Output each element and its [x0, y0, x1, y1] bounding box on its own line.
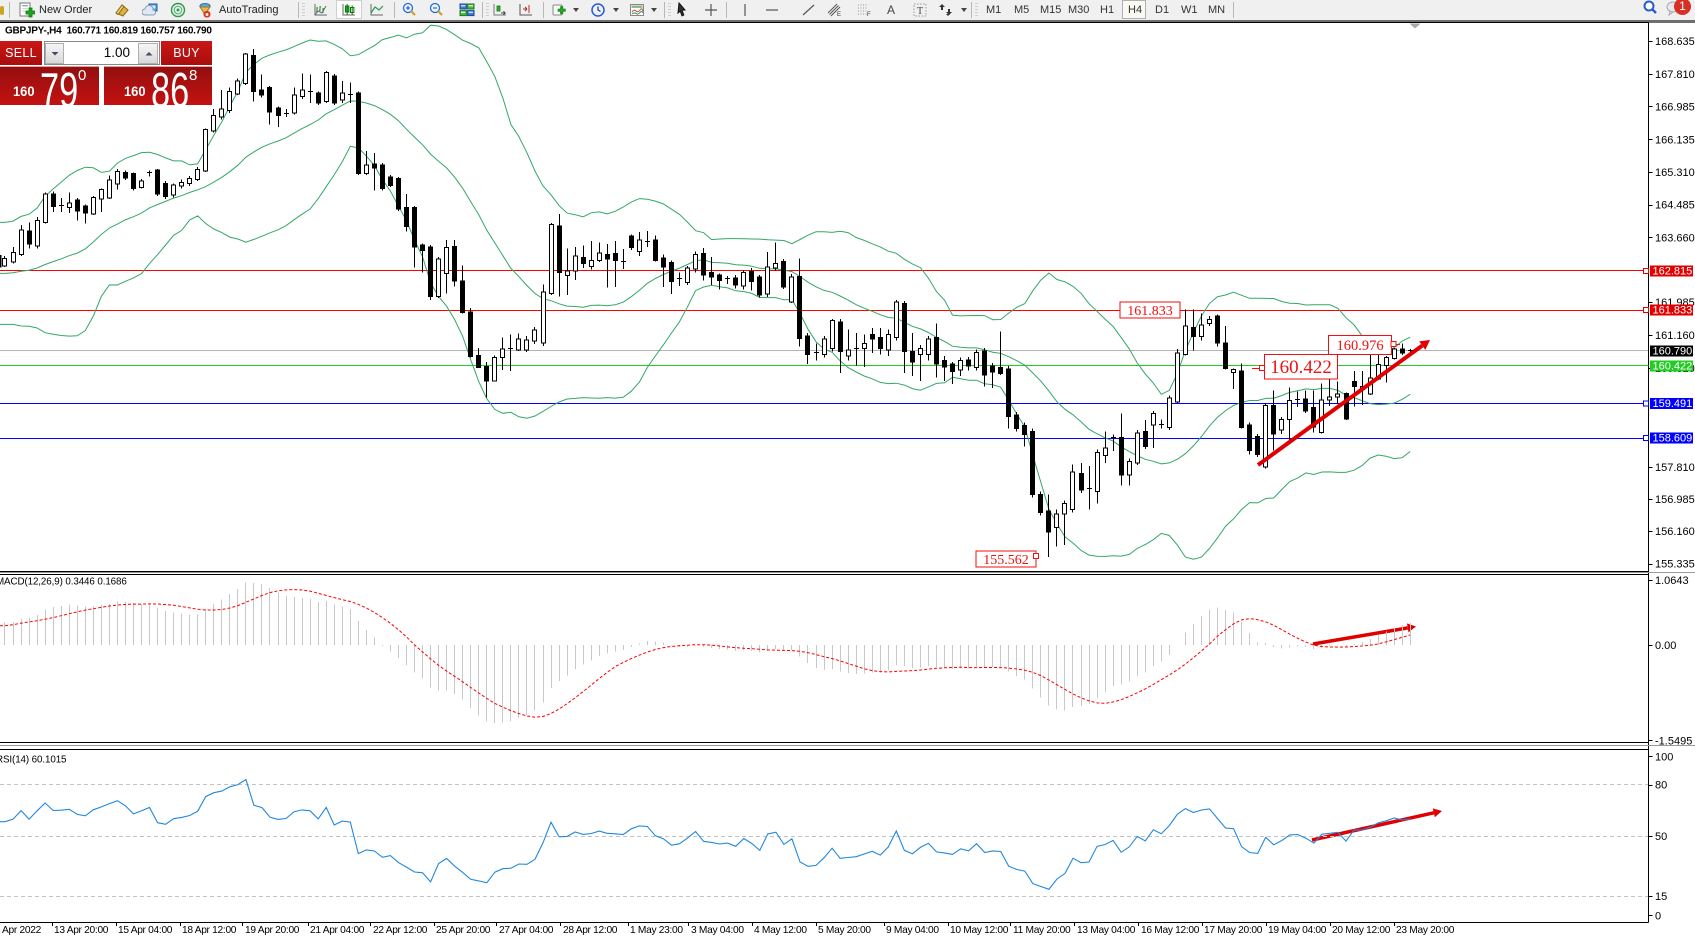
svg-text:19 Apr 20:00: 19 Apr 20:00: [245, 925, 300, 936]
svg-text:13 May 04:00: 13 May 04:00: [1077, 925, 1136, 936]
svg-text:T: T: [917, 6, 923, 17]
svg-text:1 May 23:00: 1 May 23:00: [630, 925, 683, 936]
svg-text:158.609: 158.609: [1653, 433, 1693, 445]
svg-text:100: 100: [1655, 751, 1673, 763]
svg-text:18 Apr 12:00: 18 Apr 12:00: [182, 925, 237, 936]
svg-text:159.491: 159.491: [1653, 398, 1693, 410]
svg-text:155.335: 155.335: [1655, 559, 1695, 571]
svg-text:16 May 12:00: 16 May 12:00: [1141, 925, 1200, 936]
svg-text:22 Apr 12:00: 22 Apr 12:00: [373, 925, 428, 936]
svg-text:157.810: 157.810: [1655, 462, 1695, 474]
svg-text:17 May 20:00: 17 May 20:00: [1204, 925, 1263, 936]
svg-text:A: A: [887, 3, 895, 17]
svg-text:161.160: 161.160: [1655, 330, 1695, 342]
svg-text:163.660: 163.660: [1655, 232, 1695, 244]
svg-text:MACD(12,26,9) 0.3446 0.1686: MACD(12,26,9) 0.3446 0.1686: [0, 577, 127, 588]
svg-text:5 May 20:00: 5 May 20:00: [818, 925, 871, 936]
svg-text:Apr 2022: Apr 2022: [2, 925, 42, 936]
svg-text:E: E: [837, 12, 841, 18]
svg-text:156.160: 156.160: [1655, 526, 1695, 538]
svg-text:4 May 12:00: 4 May 12:00: [754, 925, 807, 936]
svg-text:168.635: 168.635: [1655, 36, 1695, 48]
svg-text:21 Apr 04:00: 21 Apr 04:00: [310, 925, 365, 936]
svg-text:166.135: 166.135: [1655, 134, 1695, 146]
svg-text:20 May 12:00: 20 May 12:00: [1332, 925, 1391, 936]
svg-text:162.815: 162.815: [1653, 266, 1693, 278]
svg-text:1.0643: 1.0643: [1655, 575, 1689, 587]
svg-text:25 Apr 20:00: 25 Apr 20:00: [436, 925, 491, 936]
svg-text:0.00: 0.00: [1655, 640, 1676, 652]
svg-text:-1.5495: -1.5495: [1655, 736, 1692, 748]
svg-text:3 May 04:00: 3 May 04:00: [691, 925, 744, 936]
svg-text:155.562: 155.562: [983, 553, 1029, 568]
svg-text:0: 0: [1655, 911, 1661, 923]
svg-text:164.485: 164.485: [1655, 200, 1695, 212]
svg-text:161.833: 161.833: [1127, 304, 1173, 319]
svg-text:50: 50: [1655, 831, 1667, 843]
svg-text:161.833: 161.833: [1653, 305, 1693, 317]
svg-text:160.790: 160.790: [1653, 346, 1693, 358]
svg-text:80: 80: [1655, 780, 1667, 792]
svg-text:160.422: 160.422: [1270, 357, 1332, 378]
svg-text:15: 15: [1655, 891, 1667, 903]
svg-text:23 May 20:00: 23 May 20:00: [1396, 925, 1455, 936]
svg-text:160.976: 160.976: [1336, 338, 1383, 354]
svg-text:167.810: 167.810: [1655, 69, 1695, 81]
svg-text:15 Apr 04:00: 15 Apr 04:00: [118, 925, 173, 936]
svg-text:RSI(14) 60.1015: RSI(14) 60.1015: [0, 755, 67, 766]
svg-text:27 Apr 04:00: 27 Apr 04:00: [499, 925, 554, 936]
svg-text:10 May 12:00: 10 May 12:00: [950, 925, 1009, 936]
svg-text:160.422: 160.422: [1653, 360, 1693, 372]
svg-text:166.985: 166.985: [1655, 102, 1695, 114]
svg-text:165.310: 165.310: [1655, 167, 1695, 179]
svg-text:F: F: [867, 12, 871, 18]
svg-text:11 May 20:00: 11 May 20:00: [1013, 925, 1071, 936]
svg-text:156.985: 156.985: [1655, 494, 1695, 506]
svg-text:28 Apr 12:00: 28 Apr 12:00: [563, 925, 618, 936]
svg-text:19 May 04:00: 19 May 04:00: [1268, 925, 1327, 936]
svg-text:9 May 04:00: 9 May 04:00: [886, 925, 939, 936]
svg-text:GBPJPY-,H4 160.771 160.819 16: GBPJPY-,H4 160.771 160.819 160.757 160.7…: [5, 26, 212, 37]
svg-text:13 Apr 20:00: 13 Apr 20:00: [54, 925, 109, 936]
